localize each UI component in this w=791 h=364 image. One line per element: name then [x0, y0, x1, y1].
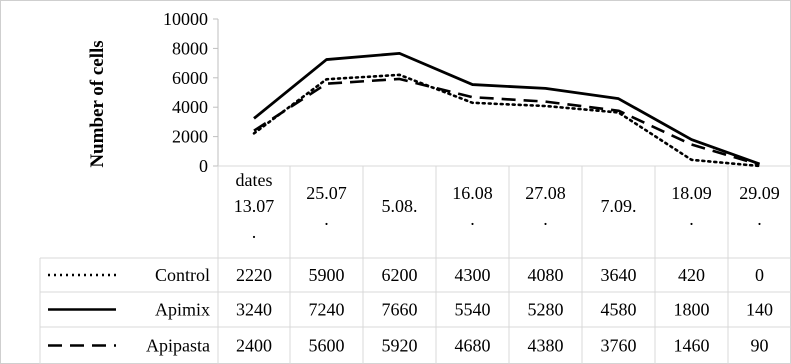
- data-table-value: 5280: [528, 300, 564, 320]
- data-table-value: 3760: [601, 336, 637, 356]
- y-axis: 0 2000 4000 6000 8000 10000: [163, 9, 219, 176]
- y-tick-label: 8000: [172, 38, 208, 58]
- data-table-value: 4380: [528, 336, 564, 356]
- plot-area: [252, 51, 761, 168]
- data-table-value: 420: [678, 265, 705, 285]
- data-table-value: 5600: [309, 336, 345, 356]
- data-table-value: 4300: [455, 265, 491, 285]
- x-category-label: .: [689, 209, 694, 229]
- x-header-label: dates: [236, 170, 273, 190]
- x-category-label: 18.09: [671, 183, 712, 203]
- series-line-apimix: [253, 51, 760, 166]
- data-table-value: 2220: [236, 265, 272, 285]
- data-table-value: 0: [755, 265, 764, 285]
- x-category-label: 27.08: [525, 183, 566, 203]
- x-category-label: 7.09.: [601, 196, 637, 216]
- data-table-value: 1460: [674, 336, 710, 356]
- legend-label-apipasta: Apipasta: [146, 336, 210, 356]
- x-category-label: .: [543, 209, 548, 229]
- x-category-label: .: [757, 209, 762, 229]
- data-table-value: 6200: [382, 265, 418, 285]
- data-table-value: 3640: [601, 265, 637, 285]
- data-table-value: 7660: [382, 300, 418, 320]
- data-table-value: 4080: [528, 265, 564, 285]
- data-table-value: 2400: [236, 336, 272, 356]
- series-line-control: [252, 73, 761, 168]
- y-tick-label: 4000: [172, 97, 208, 117]
- series-line-apipasta: [253, 77, 760, 166]
- y-tick-label: 2000: [172, 127, 208, 147]
- data-table-value: 5900: [309, 265, 345, 285]
- data-table-value: 4580: [601, 300, 637, 320]
- legend-label-control: Control: [155, 265, 210, 285]
- data-table-value: 90: [751, 336, 769, 356]
- data-table-value: 140: [746, 300, 773, 320]
- x-category-label: 29.09: [739, 183, 780, 203]
- x-category-label: 13.07: [234, 196, 275, 216]
- data-table-value: 3240: [236, 300, 272, 320]
- data-table: dates 13.07. 25.07. 5.08. 16.08. 27.08. 7.09. 1…: [39, 165, 791, 364]
- data-table-value: 5540: [455, 300, 491, 320]
- data-table-value: 4680: [455, 336, 491, 356]
- x-category-label: 5.08.: [382, 196, 418, 216]
- legend-label-apimix: Apimix: [155, 300, 210, 320]
- data-table-value: 5920: [382, 336, 418, 356]
- x-category-label: .: [252, 222, 257, 242]
- y-tick-label: 0: [199, 156, 208, 176]
- y-axis-label: Number of cells: [87, 40, 108, 167]
- data-table-value: 7240: [309, 300, 345, 320]
- y-tick-label: 10000: [163, 9, 208, 29]
- x-category-label: .: [470, 209, 475, 229]
- data-table-value: 1800: [674, 300, 710, 320]
- y-tick-label: 6000: [172, 68, 208, 88]
- x-category-label: 25.07: [306, 183, 347, 203]
- x-category-label: .: [324, 209, 329, 229]
- x-category-label: 16.08: [452, 183, 493, 203]
